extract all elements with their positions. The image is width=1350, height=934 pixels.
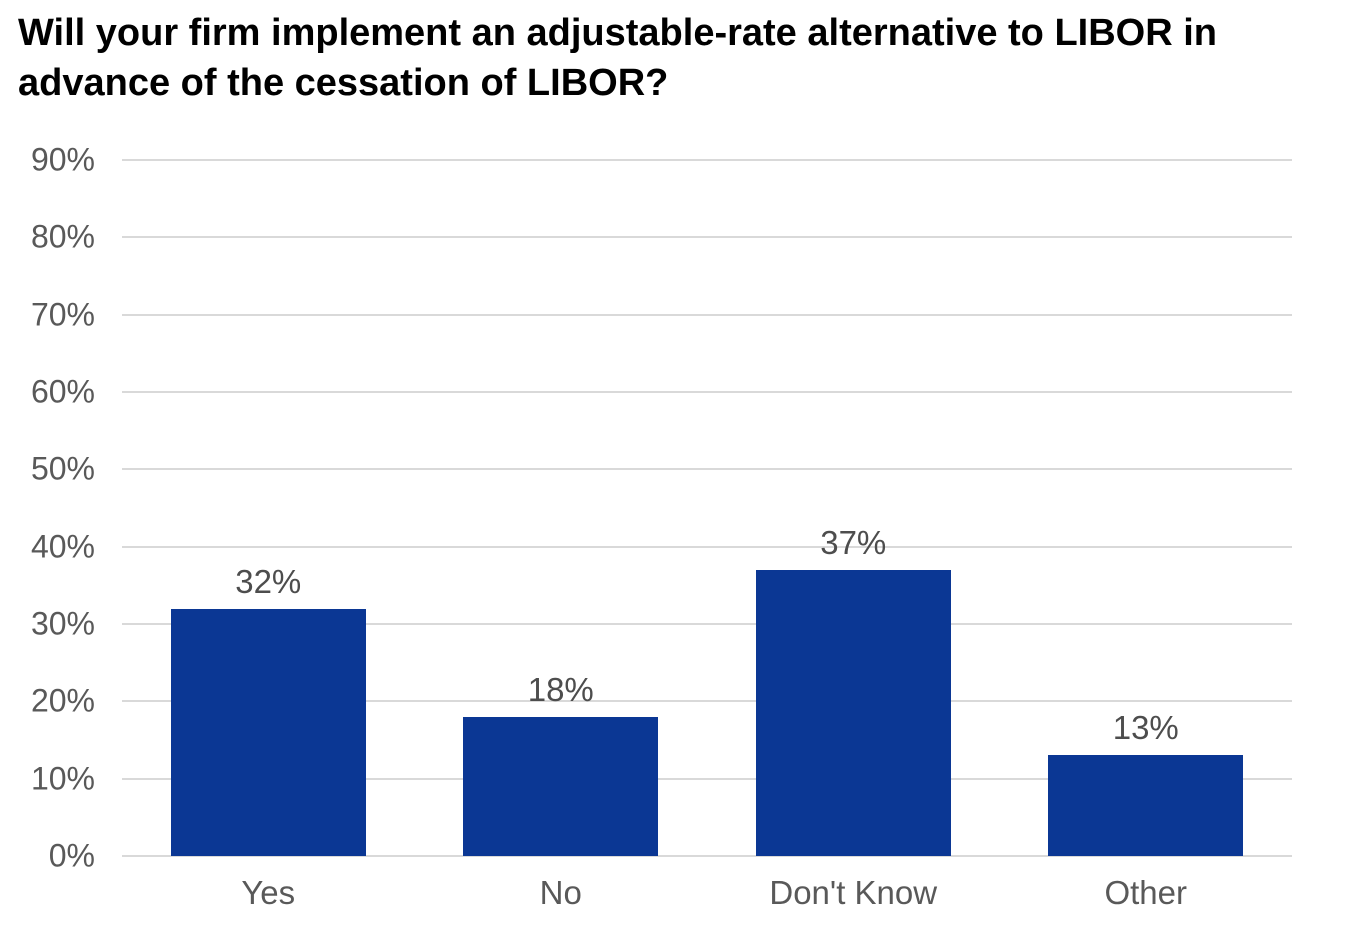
y-tick-label-70: 70% (30, 296, 95, 333)
y-tick-label-50: 50% (30, 450, 95, 487)
bar-no (463, 716, 659, 856)
y-tick-label-10: 10% (30, 760, 95, 797)
y-tick-label-30: 30% (30, 605, 95, 642)
x-tick-label-don-t-know: Don't Know (769, 874, 938, 911)
y-tick-label-40: 40% (30, 528, 95, 565)
bar-other (1048, 755, 1244, 856)
value-label-don-t-know: 37% (820, 523, 887, 561)
gridline-60 (122, 391, 1292, 393)
y-tick-label-0: 0% (48, 837, 95, 874)
plot-area (122, 159, 1292, 857)
chart-title-line-1: Will your firm implement an adjustable-r… (18, 12, 1217, 54)
gridline-80 (122, 236, 1292, 239)
gridline-40 (122, 545, 1292, 548)
gridline-20 (122, 700, 1292, 703)
gridline-50 (122, 468, 1292, 471)
value-label-no: 18% (527, 670, 594, 708)
chart-title-line-2: advance of the cessation of LIBOR? (18, 62, 669, 104)
gridline-0 (122, 855, 1292, 857)
bar-don-t-know (755, 569, 951, 856)
x-tick-label-other: Other (1104, 874, 1188, 911)
chart-title: Will your firm implement an adjustable-r… (18, 8, 1217, 108)
y-tick-label-90: 90% (30, 141, 95, 178)
x-tick-label-no: No (539, 874, 582, 911)
y-tick-label-60: 60% (30, 373, 95, 410)
gridline-90 (122, 159, 1292, 161)
gridline-30 (122, 623, 1292, 625)
y-tick-label-20: 20% (30, 682, 95, 719)
y-tick-label-80: 80% (30, 218, 95, 255)
gridline-10 (122, 777, 1292, 780)
gridline-70 (122, 313, 1292, 316)
value-label-yes: 32% (235, 562, 302, 600)
value-label-other: 13% (1112, 709, 1179, 747)
x-tick-label-yes: Yes (241, 874, 296, 911)
bar-yes (170, 608, 366, 856)
